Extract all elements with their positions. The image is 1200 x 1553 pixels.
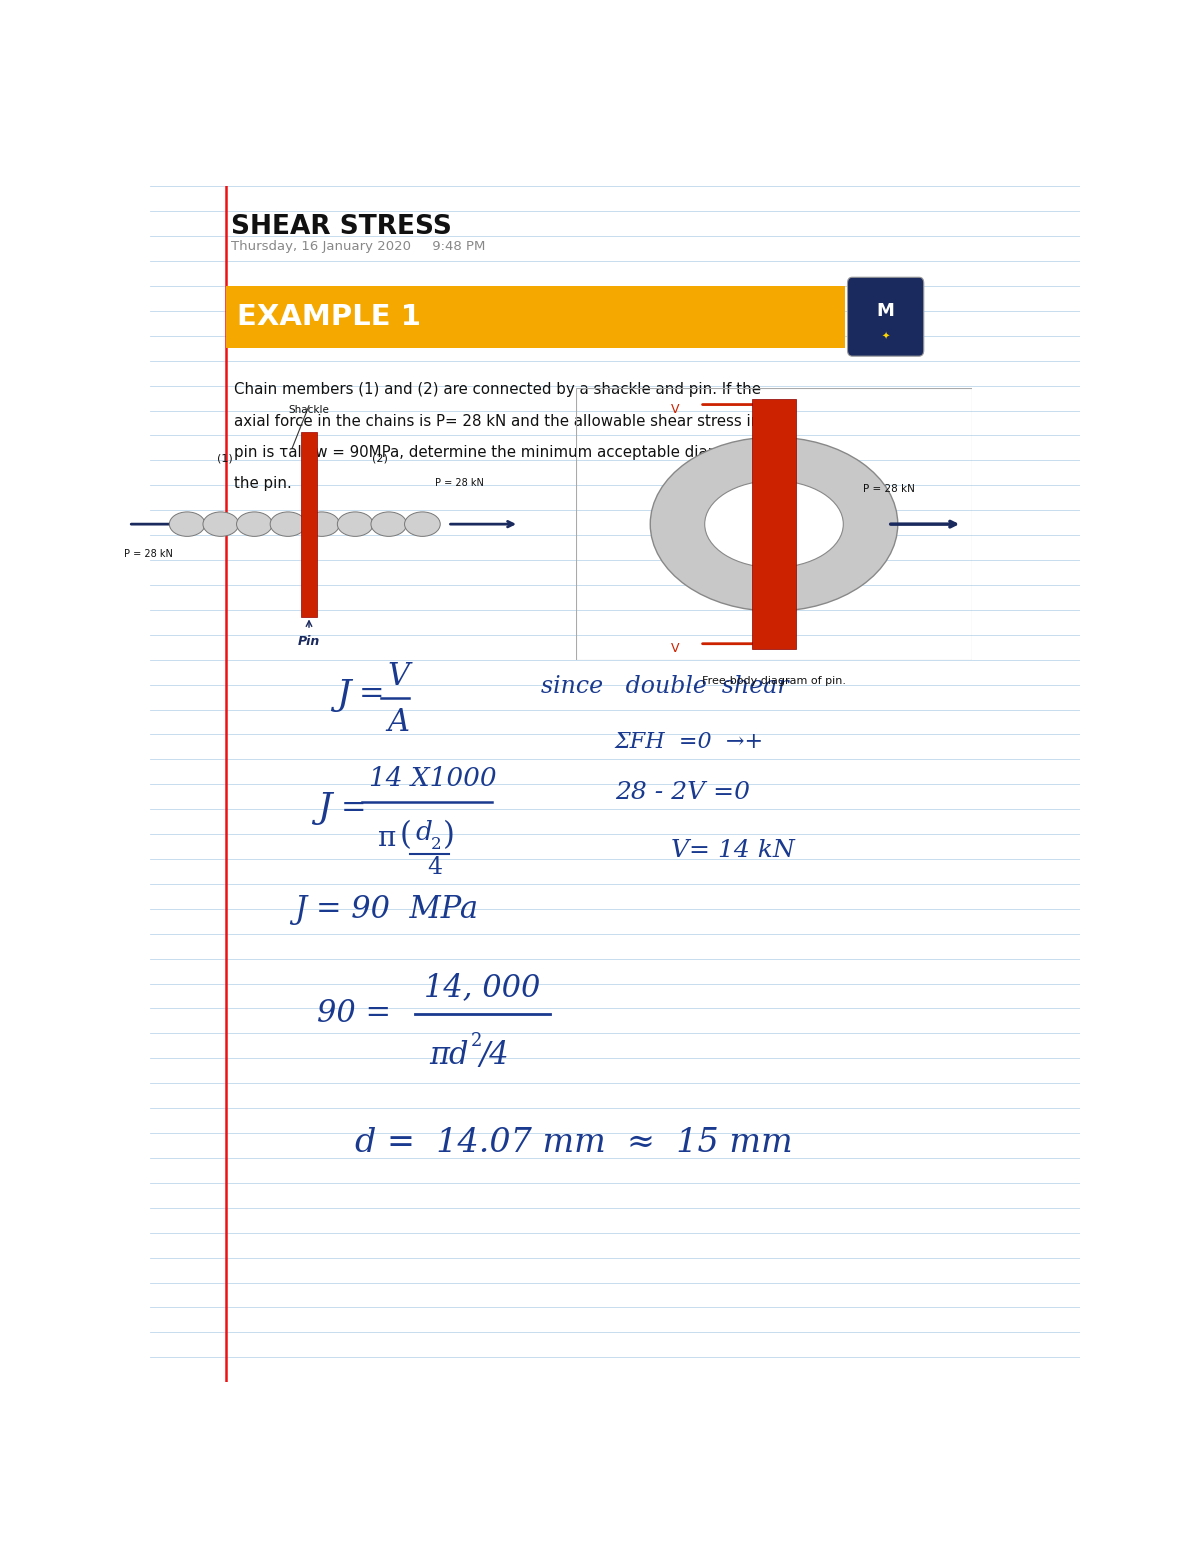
Text: pin is τallow = 90MPa, determine the minimum acceptable diameter d for: pin is τallow = 90MPa, determine the min…: [234, 444, 793, 460]
Text: ): ): [443, 820, 455, 851]
Text: V: V: [671, 641, 679, 655]
Text: Chain members (1) and (2) are connected by a shackle and pin. If the: Chain members (1) and (2) are connected …: [234, 382, 761, 398]
Text: A: A: [388, 707, 409, 738]
Text: (: (: [400, 820, 412, 851]
Text: Pin: Pin: [298, 635, 320, 648]
Ellipse shape: [404, 512, 440, 536]
FancyBboxPatch shape: [847, 278, 924, 356]
Text: J: J: [336, 677, 350, 711]
Text: 2: 2: [470, 1033, 482, 1050]
Text: V: V: [388, 662, 409, 693]
Text: SHEAR STRESS: SHEAR STRESS: [230, 214, 451, 241]
Text: since   double  shear: since double shear: [540, 674, 788, 697]
Text: V: V: [671, 402, 679, 416]
Ellipse shape: [337, 512, 373, 536]
Text: 90 =: 90 =: [317, 999, 391, 1030]
Text: =: =: [359, 679, 385, 710]
Text: Free-body diagram of pin.: Free-body diagram of pin.: [702, 677, 846, 686]
Text: =: =: [341, 792, 366, 823]
Text: M: M: [877, 301, 894, 320]
Ellipse shape: [371, 512, 407, 536]
Text: ✦: ✦: [882, 332, 889, 342]
Text: 14, 000: 14, 000: [425, 972, 541, 1003]
Text: (2): (2): [372, 453, 389, 464]
Text: EXAMPLE 1: EXAMPLE 1: [238, 303, 421, 331]
Ellipse shape: [650, 438, 898, 612]
Text: P = 28 kN: P = 28 kN: [436, 478, 484, 488]
Bar: [576, 388, 972, 660]
Bar: [227, 286, 845, 348]
Text: 2: 2: [431, 836, 442, 853]
Text: d: d: [415, 820, 432, 845]
Text: P = 28 kN: P = 28 kN: [125, 548, 173, 559]
Text: the pin.: the pin.: [234, 475, 292, 491]
Text: J: J: [317, 790, 332, 825]
Bar: [301, 432, 318, 617]
Text: π: π: [378, 825, 396, 851]
Text: V= 14 kN: V= 14 kN: [671, 839, 794, 862]
Text: Shackle: Shackle: [288, 404, 330, 415]
Text: axial force in the chains is P= 28 kN and the allowable shear stress in the: axial force in the chains is P= 28 kN an…: [234, 413, 790, 429]
Text: 28 - 2V =0: 28 - 2V =0: [616, 781, 750, 804]
Ellipse shape: [236, 512, 272, 536]
Ellipse shape: [270, 512, 306, 536]
Text: 14 X1000: 14 X1000: [368, 766, 496, 790]
Ellipse shape: [704, 481, 844, 568]
Text: P = 28 kN: P = 28 kN: [863, 483, 914, 494]
Ellipse shape: [304, 512, 340, 536]
Text: πd: πd: [430, 1041, 468, 1072]
Text: 4: 4: [427, 856, 443, 879]
Text: /4: /4: [479, 1041, 509, 1072]
Text: J = 90  MPa: J = 90 MPa: [294, 895, 478, 926]
Text: d =  14.07 mm  ≈  15 mm: d = 14.07 mm ≈ 15 mm: [355, 1127, 792, 1159]
Text: ΣFH  =0  →+: ΣFH =0 →+: [616, 731, 764, 753]
Text: Thursday, 16 January 2020     9:48 PM: Thursday, 16 January 2020 9:48 PM: [230, 239, 485, 253]
Ellipse shape: [169, 512, 205, 536]
Bar: [751, 399, 797, 649]
Ellipse shape: [203, 512, 239, 536]
Text: (1): (1): [217, 453, 233, 464]
